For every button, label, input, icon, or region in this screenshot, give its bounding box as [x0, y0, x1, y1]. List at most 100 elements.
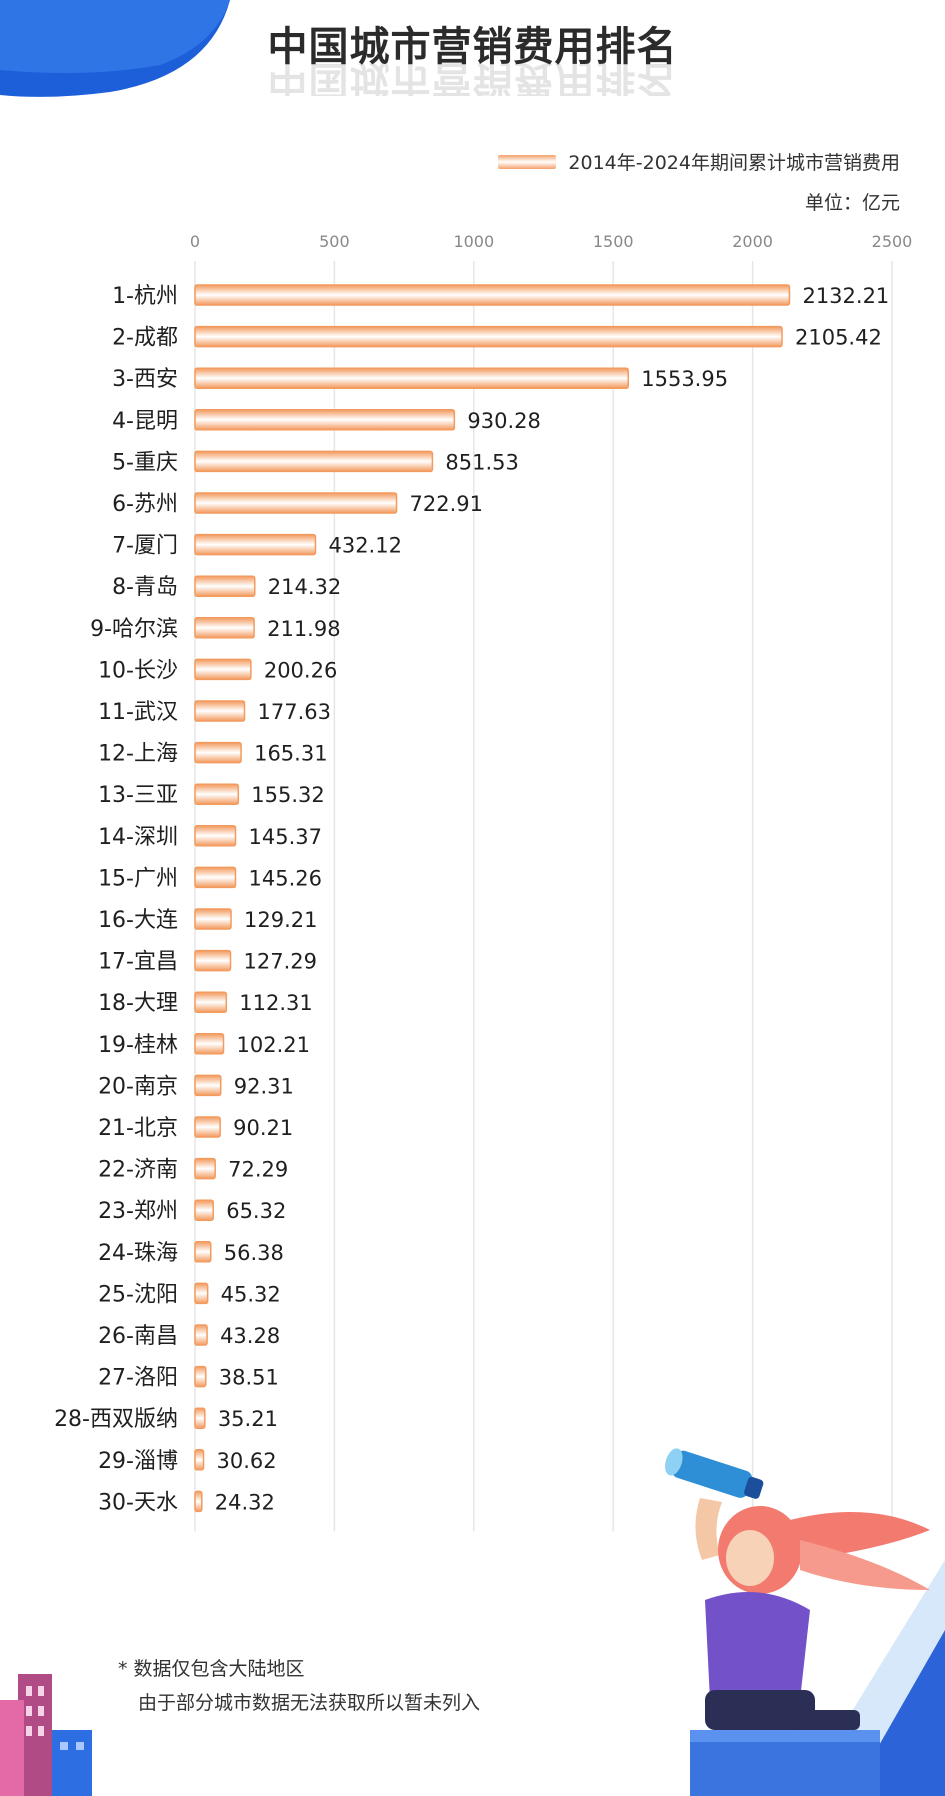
footnote: * 数据仅包含大陆地区 由于部分城市数据无法获取所以暂未列入 [118, 1652, 480, 1720]
value-label: 24.32 [215, 1490, 275, 1514]
category-label: 1-杭州 [112, 284, 178, 309]
value-label: 155.32 [251, 783, 324, 807]
x-tick-label: 0 [190, 232, 200, 251]
girl-with-telescope-illustration [665, 1448, 945, 1796]
category-label: 20-南京 [98, 1074, 178, 1099]
bar [194, 1157, 216, 1180]
x-tick-label: 2000 [732, 232, 773, 251]
category-label: 23-郑州 [98, 1199, 178, 1224]
value-label: 65.32 [226, 1199, 286, 1223]
value-label: 45.32 [221, 1282, 281, 1306]
value-label: 112.31 [239, 991, 312, 1015]
bar-chart: 0 500 1000 1500 2000 2500 1-杭州 2132.21 2-成都 2105.… [54, 232, 913, 1532]
category-label: 17-宜昌 [98, 950, 178, 975]
bar [194, 908, 232, 930]
page-title: 中国城市营销费用排名 [267, 24, 678, 70]
value-label: 211.98 [267, 617, 340, 641]
value-label: 165.31 [254, 742, 327, 766]
bar [194, 533, 317, 556]
category-label: 10-长沙 [98, 658, 178, 683]
value-label: 30.62 [217, 1449, 277, 1473]
bar [194, 617, 255, 639]
unit-label: 单位：亿元 [804, 192, 900, 214]
bar [194, 1074, 222, 1097]
bar [194, 700, 246, 722]
value-label: 1553.95 [641, 367, 728, 391]
category-label: 15-广州 [98, 866, 178, 891]
bar [194, 866, 237, 889]
value-label: 145.26 [248, 866, 321, 890]
bar [194, 1116, 221, 1138]
category-label: 4-昆明 [112, 409, 178, 434]
x-tick-label: 2500 [872, 232, 913, 251]
category-label: 7-厦门 [112, 534, 178, 559]
bar [194, 825, 237, 847]
value-label: 127.29 [243, 950, 316, 974]
building-illustration [0, 1674, 92, 1796]
category-label: 6-苏州 [112, 492, 178, 517]
category-label: 24-珠海 [98, 1241, 178, 1266]
value-label: 43.28 [220, 1324, 280, 1348]
bar [194, 367, 629, 389]
category-label: 14-深圳 [98, 825, 178, 850]
value-label: 56.38 [224, 1241, 284, 1265]
title-reflection: 中国城市营销费用排名 [267, 62, 678, 96]
category-label: 18-大理 [98, 991, 178, 1016]
value-label: 214.32 [268, 575, 341, 599]
bar [194, 1324, 208, 1346]
x-tick-label: 1000 [453, 232, 494, 251]
value-label: 35.21 [218, 1407, 278, 1431]
value-label: 200.26 [264, 658, 337, 682]
category-label: 2-成都 [112, 326, 178, 351]
bar [194, 1449, 205, 1471]
value-label: 2105.42 [795, 326, 882, 350]
value-label: 92.31 [234, 1074, 294, 1098]
value-label: 72.29 [228, 1158, 288, 1182]
category-label: 28-西双版纳 [54, 1407, 178, 1432]
category-label: 13-三亚 [98, 783, 178, 808]
x-tick-label: 1500 [593, 232, 634, 251]
bar [194, 1033, 225, 1055]
category-label: 3-西安 [112, 367, 178, 392]
footnote-line-2: 由于部分城市数据无法获取所以暂未列入 [138, 1692, 481, 1714]
bar [194, 325, 783, 348]
value-label: 90.21 [233, 1116, 293, 1140]
category-label: 8-青岛 [112, 575, 178, 600]
bar [194, 741, 242, 764]
bar [194, 1365, 207, 1388]
category-label: 11-武汉 [98, 700, 178, 725]
category-label: 22-济南 [98, 1158, 178, 1183]
legend-swatch [498, 154, 557, 169]
value-label: 722.91 [410, 492, 483, 516]
category-label: 19-桂林 [98, 1033, 178, 1058]
bar [194, 1241, 212, 1263]
chart-legend: 2014年-2024年期间累计城市营销费用 [498, 148, 900, 175]
category-label: 25-沈阳 [98, 1282, 178, 1307]
bar [194, 575, 256, 597]
value-label: 102.21 [236, 1033, 309, 1057]
category-label: 30-天水 [98, 1490, 178, 1515]
value-label: 2132.21 [802, 284, 889, 308]
category-label: 16-大连 [98, 908, 178, 933]
x-tick-label: 500 [319, 232, 350, 251]
bar [194, 991, 228, 1013]
bar [194, 284, 791, 306]
bar [194, 1407, 206, 1429]
category-label: 29-淄博 [98, 1449, 178, 1474]
value-label: 145.37 [249, 825, 322, 849]
bar [194, 1490, 203, 1513]
bar [194, 949, 232, 972]
category-label: 21-北京 [98, 1116, 178, 1141]
value-label: 930.28 [467, 409, 540, 433]
bar [194, 1282, 209, 1305]
category-label: 5-重庆 [112, 450, 178, 475]
legend-label: 2014年-2024年期间累计城市营销费用 [568, 152, 900, 174]
category-label: 12-上海 [98, 742, 178, 767]
value-label: 432.12 [328, 534, 401, 558]
footnote-line-1: * 数据仅包含大陆地区 [118, 1658, 305, 1680]
bar [194, 1199, 214, 1221]
category-label: 26-南昌 [98, 1324, 178, 1349]
category-label: 9-哈尔滨 [90, 617, 178, 642]
value-label: 38.51 [219, 1366, 279, 1390]
bar [194, 783, 240, 805]
